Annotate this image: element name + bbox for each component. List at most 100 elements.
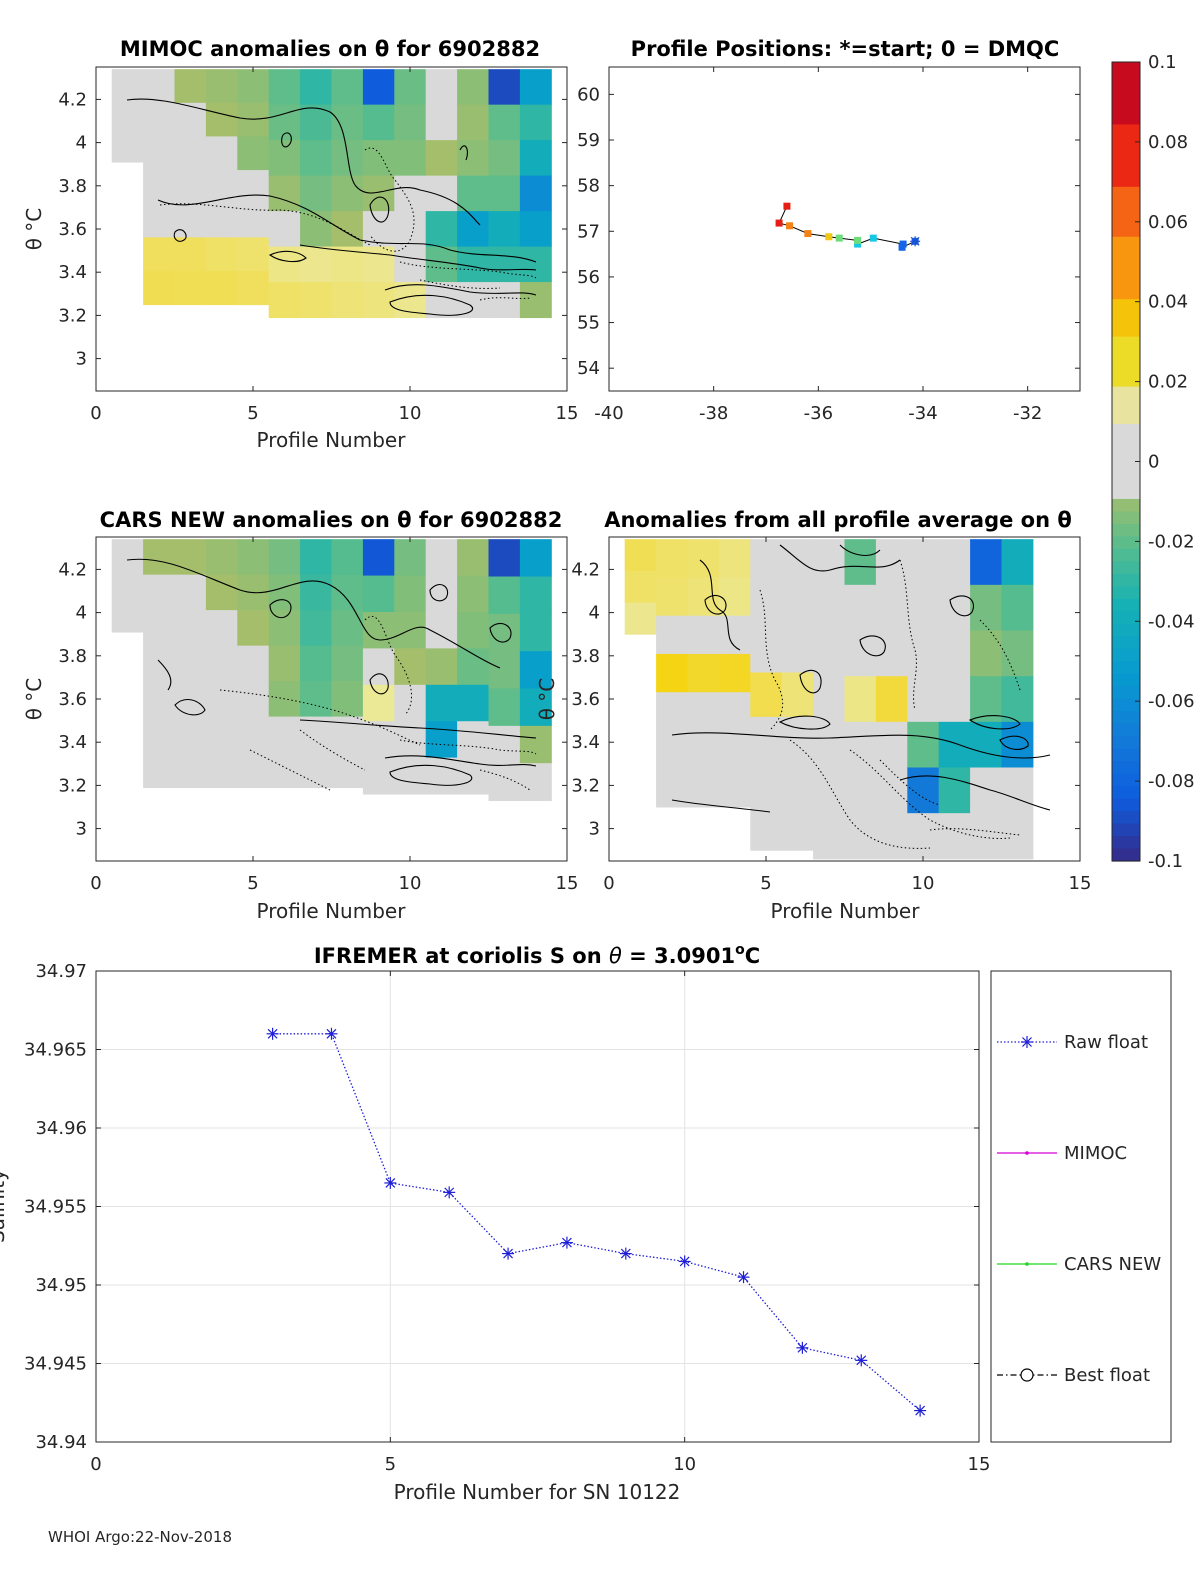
raw-float-point [443,1186,456,1199]
heatmap-cell [813,630,845,677]
heatmap-cell [781,583,814,629]
heatmap-cell [425,211,458,248]
colorbar-segment [1112,623,1140,637]
y-tick-label: 3.4 [58,262,87,283]
mimoc-axes: 0 5 10 15 3 3.2 3.4 3.6 3.8 4 4.2 [58,67,578,424]
colorbar-segment [1112,498,1140,513]
heatmap-cell [844,630,877,677]
heatmap-cell [425,140,458,177]
heatmap-cell [300,69,332,106]
colorbar-segment [1112,786,1140,800]
heatmap-cell [111,69,144,117]
heatmap-cell [237,69,270,104]
heatmap-cell [143,752,175,789]
heatmap-cell [457,611,489,649]
x-tick-label: -38 [699,403,728,424]
salinity-series [266,1027,927,1417]
positions-panel: -40 -38 -36 -34 -32 54 55 56 57 58 59 60 Profile Po… [577,37,1081,424]
colorbar-segment [1112,573,1140,587]
heatmap-cell [813,813,845,860]
heatmap-cell [300,282,332,319]
cars-title: CARS NEW anomalies on θ for 6902882 [100,508,563,532]
heatmap-cell [781,716,814,762]
raw-float-point [914,1404,927,1417]
x-tick-label: -32 [1013,403,1042,424]
heatmap-cell [362,648,395,686]
heatmap-cell [907,539,940,586]
heatmap-cell [205,610,238,647]
legend-best-float-label: Best float [1064,1365,1150,1386]
heatmap-cell [362,757,395,795]
heatmap-cell [331,282,364,319]
heatmap-cell [425,684,458,722]
position-point [804,230,812,238]
heatmap-cell [519,246,552,283]
heatmap-cell [205,237,238,272]
heatmap-cell [488,211,521,248]
heatmap-cell [457,757,489,795]
heatmap-cell [111,585,144,633]
avg-ylabel: θ °C [535,678,559,721]
mimoc-dotted-contours [159,147,537,301]
heatmap-cell [394,757,427,795]
colorbar-segment [1112,111,1140,126]
heatmap-cell [205,574,238,611]
y-tick-label: 56 [577,267,600,288]
heatmap-cell [750,672,783,718]
heatmap-cell [237,170,270,205]
colorbar-tick-label: 0.06 [1148,212,1188,233]
colorbar-segment [1112,136,1140,150]
y-tick-label: 4 [76,603,87,624]
heatmap-cell [875,767,908,814]
heatmap-cell [205,136,238,171]
heatmap-cell [656,615,688,655]
colorbar-segment [1112,86,1140,101]
heatmap-cell [519,688,552,727]
colorbar-segment [1112,386,1140,400]
heatmap-cell [300,211,332,248]
heatmap-cell [394,575,427,613]
raw-float-point [678,1255,691,1268]
heatmap-cell [394,684,427,722]
heatmap-cell [1001,813,1034,860]
heatmap-cell [362,140,395,177]
heatmap-cell [875,584,908,631]
raw-float-point [855,1354,868,1367]
heatmap-cell [143,539,175,576]
heatmap-cell [938,630,971,677]
colorbar-tick-label: 0 [1148,452,1159,473]
colorbar-segment [1112,661,1140,675]
heatmap-cell [1001,584,1034,631]
legend-best-float-marker [1020,1368,1034,1382]
y-tick-label: 3.6 [58,219,87,240]
heatmap-cell [781,628,814,673]
heatmap-cell [331,610,364,647]
heatmap-cell [331,69,364,106]
heatmap-cell [331,539,364,576]
heatmap-cell [750,539,783,585]
heatmap-cell [457,539,489,577]
x-tick-label: 10 [399,873,422,894]
heatmap-cell [519,539,552,577]
heatmap-cell [656,539,688,578]
colorbar-segment [1112,711,1140,725]
heatmap-cell [519,651,552,690]
heatmap-cell [237,203,270,238]
x-tick-label: 10 [399,403,422,424]
heatmap-cell [237,610,270,647]
heatmap-cell [624,570,657,604]
heatmap-cell [488,763,521,802]
heatmap-cell [268,574,301,611]
heatmap-cell [844,676,877,723]
heatmap-cell [362,721,395,759]
heatmap-cell [970,584,1002,631]
heatmap-cell [457,282,489,319]
heatmap-cell [875,721,908,769]
colorbar-segment [1112,586,1140,600]
colorbar-segment [1112,723,1140,737]
heatmap-cell [362,69,395,106]
colorbar-segment [1112,848,1140,862]
colorbar-segment [1112,673,1140,687]
heatmap-cell [750,716,783,762]
heatmap-cell [938,767,971,814]
